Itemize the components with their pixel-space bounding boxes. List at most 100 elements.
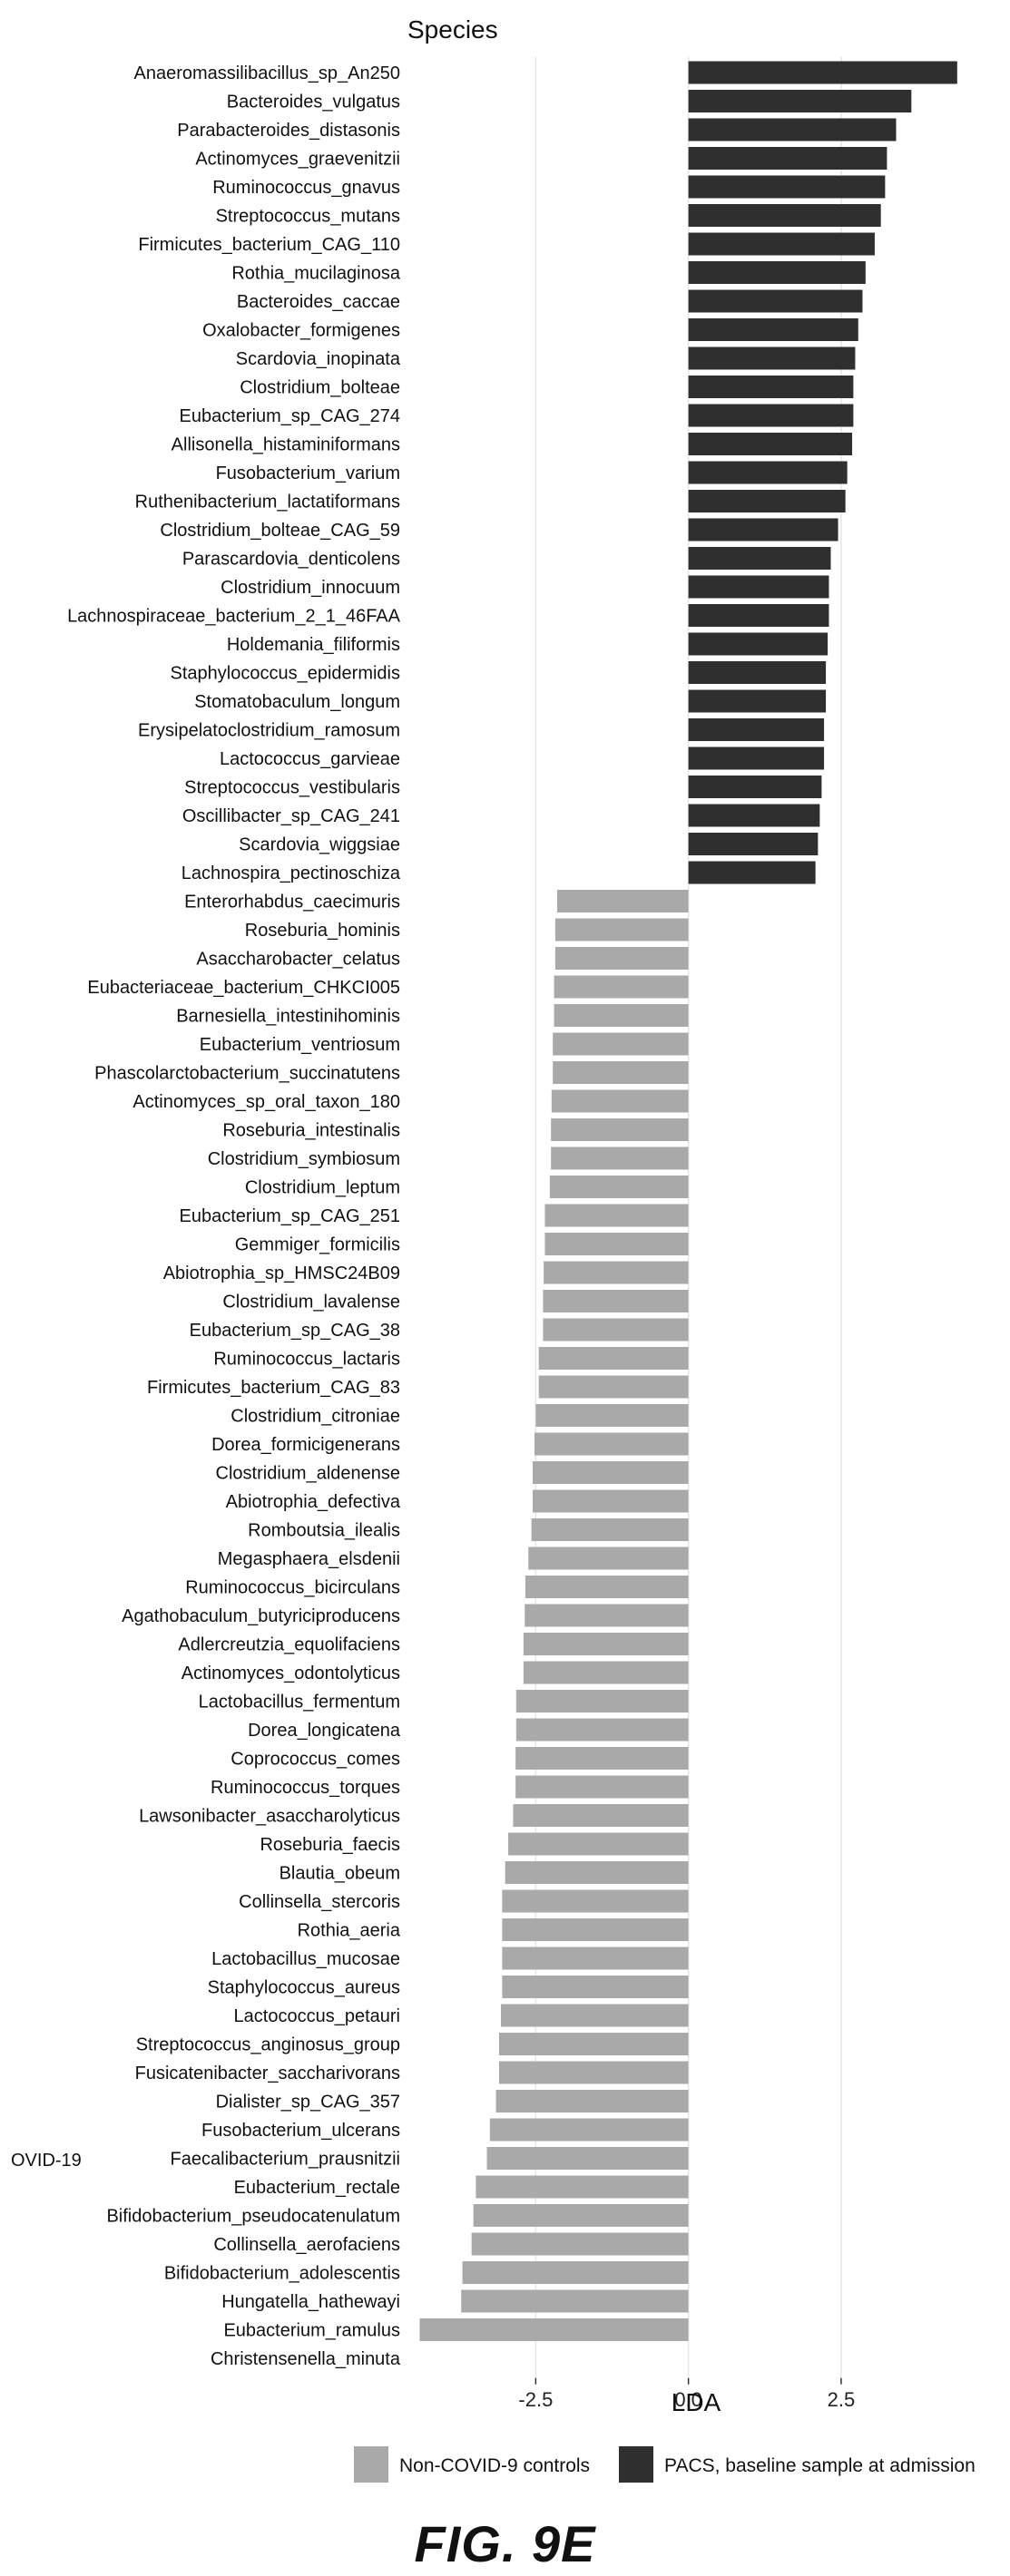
category-label: Abiotrophia_defectiva	[226, 1492, 401, 1512]
bar	[534, 1432, 689, 1456]
category-label: Dialister_sp_CAG_357	[216, 2093, 400, 2113]
category-label: Ruminococcus_gnavus	[212, 178, 400, 198]
legend-item-pacs: PACS, baseline sample at admission	[619, 2446, 976, 2483]
bar	[532, 1489, 689, 1513]
bar	[532, 1461, 689, 1484]
bar	[473, 2204, 689, 2227]
category-label: Bacteroides_vulgatus	[227, 93, 400, 112]
category-label: Fusobacterium_ulcerans	[201, 2121, 400, 2141]
category-label: Eubacterium_sp_CAG_274	[180, 406, 400, 426]
category-label: Clostridium_citroniae	[230, 1407, 400, 1427]
category-label: Lachnospiraceae_bacterium_2_1_46FAA	[67, 607, 401, 627]
bar	[551, 1147, 689, 1170]
category-label: Agathobaculum_butyriciproducens	[122, 1606, 400, 1626]
category-label: Asaccharobacter_celatus	[196, 950, 400, 970]
bar	[688, 404, 854, 427]
category-label: Coprococcus_comes	[230, 1750, 400, 1770]
bar	[543, 1290, 689, 1312]
figure-caption: FIG. 9E	[414, 2515, 596, 2572]
bar	[688, 318, 858, 341]
category-label: Lactococcus_garvieae	[220, 749, 400, 769]
bar	[515, 1747, 689, 1770]
category-label: Dorea_longicatena	[248, 1721, 401, 1741]
category-label: Christensenella_minuta	[211, 2349, 401, 2369]
category-label: Firmicutes_bacterium_CAG_83	[147, 1378, 400, 1398]
bar	[549, 1176, 689, 1198]
category-label: Streptococcus_anginosus_group	[136, 2035, 400, 2055]
bar	[688, 461, 848, 484]
category-label: Clostridium_bolteae	[240, 378, 400, 398]
bar	[553, 1032, 689, 1056]
bar	[462, 2261, 689, 2284]
bar	[551, 1118, 689, 1141]
bar	[688, 718, 825, 741]
category-label: Faecalibacterium_prausnitzii	[171, 2150, 400, 2170]
category-label: Erysipelatoclostridium_ramosum	[138, 721, 400, 741]
category-label: Allisonella_histaminiformans	[172, 435, 400, 455]
bar	[486, 2147, 689, 2170]
bar	[515, 1775, 689, 1799]
category-label: Staphylococcus_aureus	[208, 1978, 400, 1998]
stray-legend-fragment: OVID-19	[11, 2151, 82, 2171]
bar	[505, 1861, 689, 1884]
bar	[688, 261, 866, 284]
bar	[688, 289, 863, 313]
category-label: Abiotrophia_sp_HMSC24B09	[163, 1264, 400, 1283]
category-label: Actinomyces_odontolyticus	[181, 1664, 400, 1683]
x-axis-title: LDA	[672, 2388, 721, 2416]
category-label: Eubacterium_rectale	[234, 2178, 400, 2198]
category-label: Clostridium_symbiosum	[208, 1149, 400, 1169]
x-tick-label: -2.5	[518, 2388, 553, 2411]
bar	[688, 346, 856, 370]
bar	[688, 175, 886, 199]
category-label: Anaeromassilibacillus_sp_An250	[133, 63, 400, 83]
legend-swatch	[354, 2446, 388, 2483]
category-label: Eubacterium_sp_CAG_38	[190, 1321, 400, 1341]
bar	[471, 2232, 689, 2256]
bar	[556, 890, 689, 912]
bar	[688, 232, 875, 256]
category-label: Bacteroides_caccae	[237, 292, 400, 312]
bar	[523, 1661, 689, 1684]
category-label: Roseburia_hominis	[245, 921, 400, 941]
category-label: Clostridium_leptum	[245, 1178, 400, 1198]
category-label: Streptococcus_vestibularis	[184, 778, 400, 798]
bar	[688, 776, 822, 798]
bar	[525, 1604, 689, 1627]
category-label: Collinsella_aerofaciens	[213, 2235, 400, 2255]
bar	[688, 861, 816, 884]
x-tick-label: 2.5	[828, 2388, 856, 2411]
category-label: Barnesiella_intestinihominis	[176, 1007, 400, 1027]
bar	[688, 433, 853, 455]
legend-swatch	[619, 2446, 653, 2483]
category-label: Firmicutes_bacterium_CAG_110	[138, 235, 400, 255]
bar	[688, 661, 827, 684]
category-label: Staphylococcus_epidermidis	[171, 664, 400, 684]
category-label: Blautia_obeum	[279, 1864, 400, 1884]
category-label: Oxalobacter_formigenes	[202, 321, 400, 341]
bar	[688, 833, 819, 855]
bar	[551, 1089, 689, 1113]
category-label: Phascolarctobacterium_succinatutens	[94, 1064, 400, 1084]
bar	[688, 376, 854, 398]
category-label: Gemmiger_formicilis	[235, 1235, 400, 1255]
category-label: Lactobacillus_mucosae	[211, 1949, 400, 1969]
bar	[523, 1633, 689, 1655]
bar	[554, 947, 689, 970]
legend-label: PACS, baseline sample at admission	[664, 2455, 976, 2476]
category-label: Streptococcus_mutans	[216, 207, 400, 227]
bar	[538, 1375, 689, 1399]
category-label: Eubacterium_ventriosum	[200, 1035, 400, 1055]
category-label: Enterorhabdus_caecimuris	[184, 893, 400, 912]
bar	[554, 975, 689, 999]
bar	[461, 2289, 689, 2313]
bar	[544, 1261, 689, 1284]
bar	[502, 1918, 689, 1941]
category-label: Lactobacillus_fermentum	[199, 1693, 400, 1712]
bar	[688, 204, 881, 227]
category-label: Scardovia_wiggsiae	[239, 835, 400, 855]
bar	[688, 689, 827, 713]
category-label: Lactococcus_petauri	[234, 2006, 400, 2026]
bar	[554, 1004, 689, 1027]
category-label: Adlercreutzia_equolifaciens	[178, 1635, 400, 1655]
